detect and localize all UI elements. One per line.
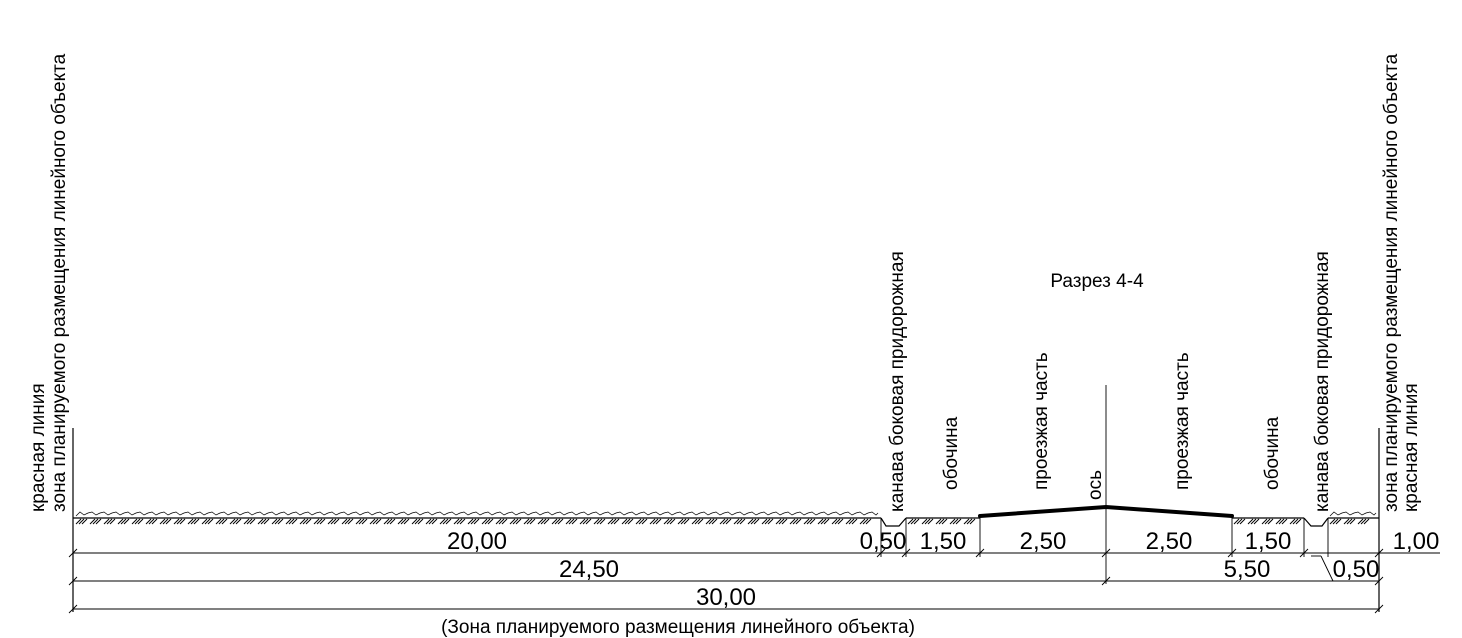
label-carriageway-left: проезжая часть — [1031, 352, 1052, 490]
dim-row2-ditch-right: 0,50 — [1333, 556, 1380, 583]
dim-shoulder-right: 1,50 — [1245, 528, 1292, 555]
dim-carriageway-left: 2,50 — [1020, 528, 1067, 555]
label-zone-left: зона планируемого размещения линейного о… — [49, 53, 70, 512]
ground-profile — [73, 517, 1379, 527]
dim-zone-left: 20,00 — [447, 528, 507, 555]
ground-hatching — [75, 518, 1370, 525]
grass-texture — [75, 511, 1377, 517]
dim-right-end: 1,00 — [1393, 528, 1440, 555]
label-ditch-left: канава боковая придорожная — [887, 251, 908, 512]
label-red-line-right: красная линия — [1401, 383, 1422, 512]
label-carriageway-right: проезжая часть — [1172, 352, 1193, 490]
section-title: Разрез 4-4 — [1050, 271, 1144, 292]
zone-caption: (Зона планируемого размещения линейного … — [441, 617, 915, 638]
label-red-line-left: красная линия — [28, 383, 49, 512]
label-shoulder-left: обочина — [941, 416, 962, 490]
label-ditch-right: канава боковая придорожная — [1312, 251, 1333, 512]
dim-carriageway-right: 2,50 — [1146, 528, 1193, 555]
carriageway-surface — [978, 504, 1234, 518]
label-shoulder-right: обочина — [1262, 416, 1283, 490]
dimension-lines — [68, 518, 1440, 614]
dim-ditch-left: 0,50 — [860, 528, 907, 555]
dim-total: 30,00 — [696, 584, 756, 611]
label-axis: ось — [1085, 470, 1106, 500]
dim-row2-right: 5,50 — [1224, 556, 1271, 583]
dim-row2-left: 24,50 — [559, 556, 619, 583]
label-zone-right: зона планируемого размещения линейного о… — [1381, 53, 1402, 512]
dim-shoulder-left: 1,50 — [920, 528, 967, 555]
